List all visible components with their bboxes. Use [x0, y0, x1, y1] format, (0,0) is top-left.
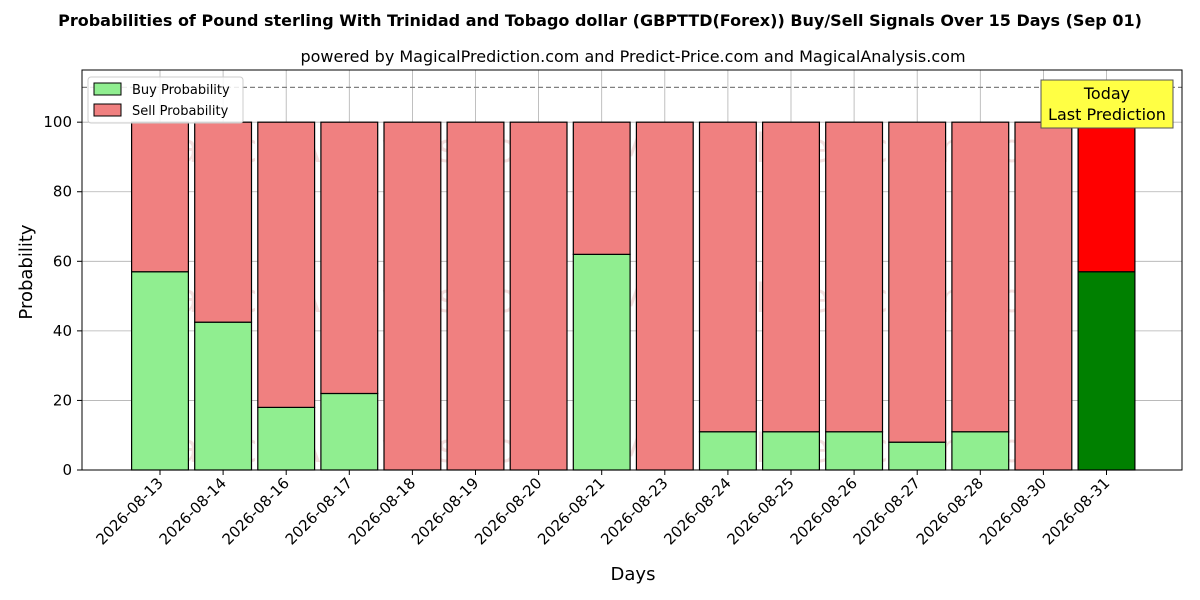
bar-buy-2026-08-14: [194, 321, 253, 471]
bar-sell-2026-08-21: [572, 121, 631, 255]
bar-buy-2026-08-28: [951, 431, 1010, 471]
x-axis-label: Days: [611, 564, 656, 585]
chart-subtitle: powered by MagicalPrediction.com and Pre…: [300, 47, 965, 66]
bar-sell-2026-08-27: [888, 121, 947, 443]
bar-buy-2026-08-13: [131, 271, 190, 471]
bar-sell-2026-08-28: [951, 121, 1010, 433]
x-tick-label: 2026-08-30: [976, 474, 1050, 548]
x-tick-label: 2026-08-19: [408, 474, 482, 548]
bar-sell-2026-08-18: [383, 121, 442, 471]
bar-sell-2026-08-19: [446, 121, 505, 471]
y-tick-label: 0: [62, 461, 72, 479]
y-tick-label: 60: [53, 252, 72, 270]
x-axis-ticks: 2026-08-132026-08-142026-08-162026-08-17…: [92, 470, 1113, 548]
bar-sell-2026-08-14: [194, 121, 253, 323]
bar-sell-2026-08-26: [825, 121, 884, 433]
x-tick-label: 2026-08-25: [723, 474, 797, 548]
bar-sell-2026-08-20: [509, 121, 568, 471]
bar-buy-2026-08-21: [572, 253, 631, 471]
y-tick-label: 100: [43, 113, 72, 131]
bar-buy-2026-08-16: [257, 406, 316, 471]
bar-buy-2026-08-31: [1077, 271, 1136, 471]
bar-sell-2026-08-25: [761, 121, 820, 433]
x-tick-label: 2026-08-20: [471, 474, 545, 548]
bar-sell-2026-08-24: [698, 121, 757, 433]
y-tick-label: 80: [53, 183, 72, 201]
bar-buy-2026-08-26: [825, 431, 884, 471]
y-axis-label: Probability: [16, 224, 37, 319]
y-tick-label: 40: [53, 322, 72, 340]
last-prediction-label: Last Prediction: [1048, 105, 1166, 124]
bar-sell-2026-08-23: [635, 121, 694, 471]
legend: Buy Probability Sell Probability: [87, 76, 244, 124]
bar-sell-2026-08-30: [1014, 121, 1073, 471]
x-tick-label: 2026-08-16: [219, 474, 293, 548]
bar-buy-2026-08-24: [698, 431, 757, 471]
chart-title: Probabilities of Pound sterling With Tri…: [58, 11, 1142, 30]
x-tick-label: 2026-08-24: [660, 474, 734, 548]
x-tick-label: 2026-08-23: [597, 474, 671, 548]
bars: [131, 121, 1136, 471]
today-annotation: Today Last Prediction: [1040, 79, 1174, 129]
bar-sell-2026-08-31: [1077, 121, 1136, 273]
bar-sell-2026-08-13: [131, 121, 190, 273]
y-tick-label: 20: [53, 391, 72, 409]
x-tick-label: 2026-08-28: [913, 474, 987, 548]
plot-frame: [81, 69, 1183, 471]
bar-buy-2026-08-25: [761, 431, 820, 471]
bar-sell-2026-08-17: [320, 121, 379, 395]
legend-swatch-buy: [93, 82, 122, 96]
x-tick-label: 2026-08-14: [156, 474, 230, 548]
x-tick-label: 2026-08-21: [534, 474, 608, 548]
today-annotation-box: [1040, 79, 1174, 129]
x-tick-label: 2026-08-17: [282, 474, 356, 548]
x-tick-label: 2026-08-18: [345, 474, 419, 548]
legend-label-buy: Buy Probability: [132, 83, 230, 98]
legend-swatch-sell: [93, 103, 122, 117]
y-axis-ticks: 0 20 40 60 80 100: [43, 113, 82, 479]
today-label: Today: [1083, 84, 1130, 103]
legend-box: [87, 76, 244, 124]
bar-buy-2026-08-17: [320, 392, 379, 471]
x-tick-label: 2026-08-13: [92, 474, 166, 548]
bar-sell-2026-08-16: [257, 121, 316, 408]
x-tick-label: 2026-08-31: [1039, 474, 1113, 548]
bar-buy-2026-08-27: [888, 441, 947, 471]
x-tick-label: 2026-08-26: [787, 474, 861, 548]
x-tick-label: 2026-08-27: [850, 474, 924, 548]
legend-label-sell: Sell Probability: [132, 104, 229, 119]
